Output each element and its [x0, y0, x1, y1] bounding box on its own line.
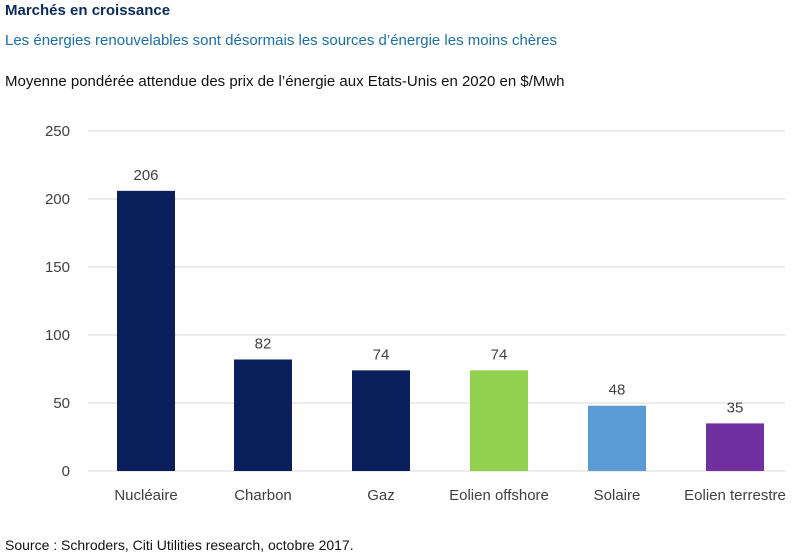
- x-tick-label: Gaz: [367, 487, 395, 504]
- data-label: 74: [491, 346, 508, 363]
- chart-title: Marchés en croissance: [5, 2, 171, 19]
- bar: [117, 190, 175, 471]
- data-label: 74: [373, 346, 390, 363]
- x-tick-label: Eolien offshore: [449, 487, 549, 504]
- y-tick-label: 0: [62, 463, 70, 480]
- bar: [234, 359, 292, 471]
- data-label: 82: [255, 335, 272, 352]
- source-note: Source : Schroders, Citi Utilities resea…: [5, 537, 354, 553]
- data-label: 48: [609, 382, 626, 399]
- x-axis-ticks: Nucléaire Charbon Gaz Eolien offshore Solair…: [114, 487, 786, 504]
- y-tick-label: 150: [45, 259, 70, 276]
- y-tick-label: 50: [53, 395, 70, 412]
- bar: [352, 370, 410, 471]
- chart-subtitle: Les énergies renouvelables sont désormai…: [5, 32, 557, 49]
- gridlines: [88, 130, 785, 472]
- data-label: 35: [727, 399, 744, 416]
- y-tick-label: 250: [45, 123, 70, 140]
- bar: [588, 405, 646, 471]
- data-labels: 206 82 74 74 48 35: [133, 167, 743, 417]
- bars: [117, 190, 764, 471]
- x-tick-label: Solaire: [594, 487, 641, 504]
- x-tick-label: Eolien terrestre: [684, 487, 786, 504]
- bar: [470, 370, 528, 471]
- chart-caption: Moyenne pondérée attendue des prix de l’…: [5, 73, 565, 90]
- x-tick-label: Nucléaire: [114, 487, 177, 504]
- y-tick-label: 100: [45, 327, 70, 344]
- bar-chart: 0 50 100 150 200 250 206 82 74 74 48 35 Nucléaire C…: [45, 123, 786, 504]
- y-tick-label: 200: [45, 191, 70, 208]
- data-label: 206: [133, 167, 158, 184]
- y-axis-ticks: 0 50 100 150 200 250: [45, 123, 70, 480]
- x-tick-label: Charbon: [234, 487, 292, 504]
- bar: [706, 423, 764, 471]
